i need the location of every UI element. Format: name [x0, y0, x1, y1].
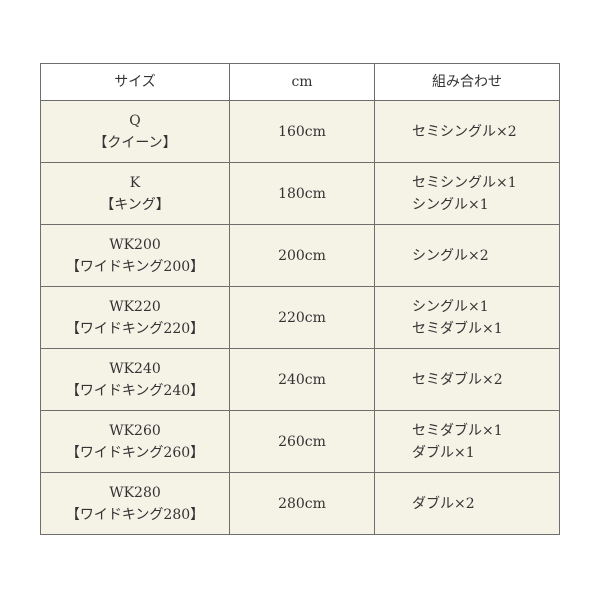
size-cell-line: 【ワイドキング280】 — [65, 506, 205, 523]
size-cell-line: WK280 — [109, 484, 161, 501]
combination-cell: ダブル×2 — [374, 472, 560, 535]
table-row: WK200 【ワイドキング200】 200cm シングル×2 — [40, 224, 560, 287]
table-header-row: サイズ cm 組み合わせ — [40, 63, 560, 101]
size-cell-line: 【キング】 — [100, 196, 170, 213]
size-cell-line: WK200 — [109, 236, 161, 253]
table-row: WK240 【ワイドキング240】 240cm セミダブル×2 — [40, 348, 560, 411]
combination-cell-line: シングル×1 — [412, 196, 489, 213]
combination-cell-line: ダブル×2 — [412, 495, 475, 512]
table-row: Q 【クイーン】 160cm セミシングル×2 — [40, 100, 560, 163]
combination-cell: シングル×1 セミダブル×1 — [374, 286, 560, 349]
cm-cell: 240cm — [229, 348, 375, 411]
size-cell: WK200 【ワイドキング200】 — [40, 224, 230, 287]
size-cell-line: WK260 — [109, 422, 161, 439]
size-cell: WK260 【ワイドキング260】 — [40, 410, 230, 473]
cm-cell: 280cm — [229, 472, 375, 535]
table-row: WK220 【ワイドキング220】 220cm シングル×1 セミダブル×1 — [40, 286, 560, 349]
header-size: サイズ — [40, 63, 230, 101]
size-table: サイズ cm 組み合わせ Q 【クイーン】 160cm セミシングル×2 K 【キング】 1… — [40, 63, 560, 535]
size-cell-line: WK240 — [109, 360, 161, 377]
size-cell-line: 【ワイドキング220】 — [65, 320, 205, 337]
combination-cell-line: セミシングル×2 — [412, 123, 517, 140]
size-cell-line: Q — [129, 112, 141, 129]
cm-cell: 160cm — [229, 100, 375, 163]
header-combination: 組み合わせ — [374, 63, 560, 101]
combination-cell-line: セミダブル×1 — [412, 422, 503, 439]
combination-cell: セミシングル×2 — [374, 100, 560, 163]
combination-cell-line: セミダブル×1 — [412, 320, 503, 337]
size-cell: K 【キング】 — [40, 162, 230, 225]
combination-cell-line: セミシングル×1 — [412, 174, 517, 191]
size-cell-line: K — [129, 174, 141, 191]
table-row: WK280 【ワイドキング280】 280cm ダブル×2 — [40, 472, 560, 535]
size-cell: Q 【クイーン】 — [40, 100, 230, 163]
size-cell-line: 【ワイドキング240】 — [65, 382, 205, 399]
size-cell-line: 【ワイドキング260】 — [65, 444, 205, 461]
combination-cell: セミダブル×2 — [374, 348, 560, 411]
table-row: K 【キング】 180cm セミシングル×1 シングル×1 — [40, 162, 560, 225]
size-cell: WK280 【ワイドキング280】 — [40, 472, 230, 535]
combination-cell: セミシングル×1 シングル×1 — [374, 162, 560, 225]
size-cell-line: WK220 — [109, 298, 161, 315]
size-cell: WK220 【ワイドキング220】 — [40, 286, 230, 349]
combination-cell-line: セミダブル×2 — [412, 371, 503, 388]
size-cell-line: 【ワイドキング200】 — [65, 258, 205, 275]
table-row: WK260 【ワイドキング260】 260cm セミダブル×1 ダブル×1 — [40, 410, 560, 473]
combination-cell-line: ダブル×1 — [412, 444, 475, 461]
cm-cell: 200cm — [229, 224, 375, 287]
size-cell: WK240 【ワイドキング240】 — [40, 348, 230, 411]
combination-cell: セミダブル×1 ダブル×1 — [374, 410, 560, 473]
size-cell-line: 【クイーン】 — [93, 134, 177, 151]
header-cm: cm — [229, 63, 375, 101]
cm-cell: 220cm — [229, 286, 375, 349]
combination-cell-line: シングル×1 — [412, 298, 489, 315]
cm-cell: 260cm — [229, 410, 375, 473]
combination-cell: シングル×2 — [374, 224, 560, 287]
combination-cell-line: シングル×2 — [412, 247, 489, 264]
cm-cell: 180cm — [229, 162, 375, 225]
